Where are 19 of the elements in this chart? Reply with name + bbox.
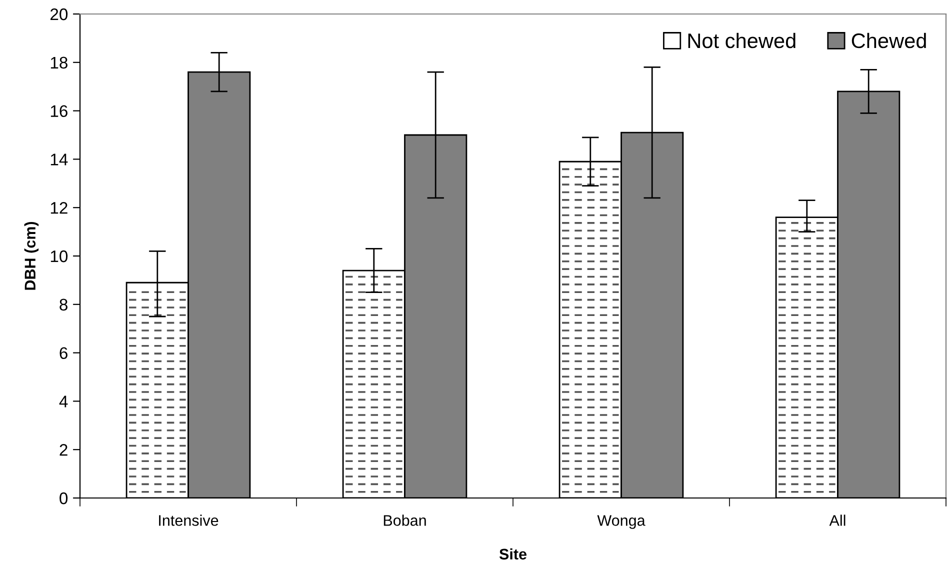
y-tick-label: 20 (50, 8, 68, 20)
x-tick-label: Boban (384, 514, 426, 526)
y-tick-label: 2 (60, 444, 68, 456)
legend-label: Chewed (852, 32, 926, 48)
y-tick-label: 6 (60, 347, 68, 360)
y-tick-label: 14 (50, 154, 68, 166)
x-tick-label: Intensive (159, 514, 218, 526)
y-tick-label: 10 (50, 250, 68, 262)
y-tick-label: 18 (50, 56, 68, 69)
y-axis-title: DBH (cm) (24, 222, 39, 290)
y-tick-label: 16 (50, 105, 68, 118)
legend-label: Not chewed (688, 32, 796, 48)
y-tick-label: 8 (60, 298, 68, 311)
x-tick-label: Wonga (597, 515, 646, 529)
y-tick-label: 0 (60, 492, 68, 504)
y-tick-label: 12 (50, 202, 68, 214)
y-tick-label: 4 (59, 396, 68, 408)
x-tick-label: All (829, 514, 846, 526)
x-axis-title: Site (499, 548, 526, 560)
